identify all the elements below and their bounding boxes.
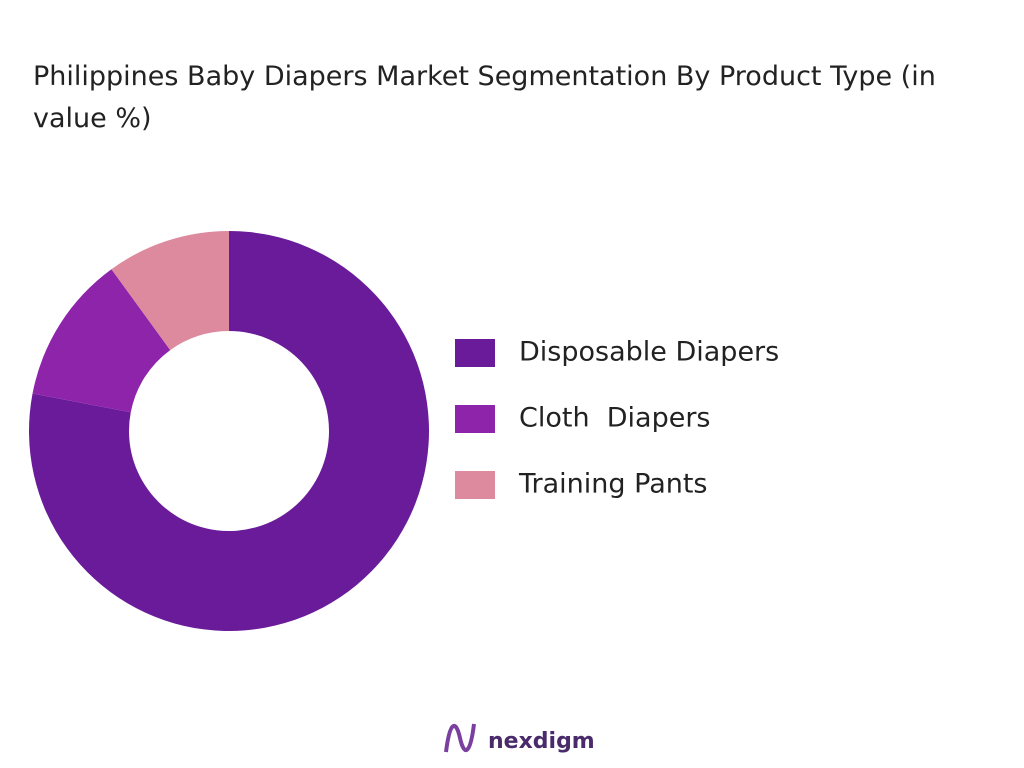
brand-name: nexdigm xyxy=(488,729,595,754)
logo-icon xyxy=(444,723,476,753)
legend-swatch xyxy=(455,339,495,367)
chart-title: Philippines Baby Diapers Market Segmenta… xyxy=(33,61,936,134)
legend-swatch xyxy=(455,471,495,499)
legend-label: Training Pants xyxy=(518,469,708,500)
legend-label: Cloth Diapers xyxy=(519,403,711,434)
legend-label: Disposable Diapers xyxy=(519,337,779,368)
logo: nexdigm xyxy=(444,723,595,754)
legend-swatch xyxy=(455,405,495,433)
donut-slice xyxy=(111,231,229,351)
donut-slice xyxy=(29,231,430,631)
donut-slice xyxy=(32,269,171,413)
